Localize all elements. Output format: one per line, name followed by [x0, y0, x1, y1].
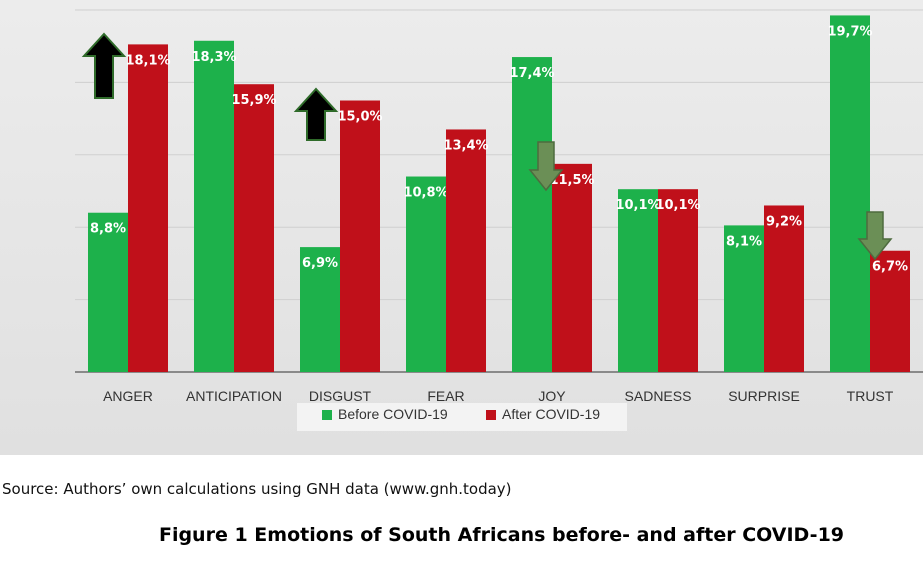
data-label: 11,5%	[549, 173, 594, 188]
data-label: 18,3%	[191, 50, 236, 65]
bar-surprise-before	[724, 225, 764, 372]
x-tick-label: SADNESS	[625, 388, 692, 404]
data-label: 18,1%	[125, 53, 170, 68]
bar-joy-before	[512, 57, 552, 373]
x-tick-label: SURPRISE	[728, 388, 800, 404]
x-tick-label: ANTICIPATION	[186, 388, 282, 404]
x-tick-label: ANGER	[103, 388, 153, 404]
bar-anticipation-after	[234, 84, 274, 373]
down-arrow-icon	[528, 141, 564, 192]
bar-sadness-after	[658, 189, 698, 372]
up-arrow-icon	[293, 87, 339, 141]
data-label: 8,8%	[90, 222, 126, 237]
data-label: 19,7%	[827, 24, 872, 39]
x-tick-label: DISGUST	[309, 388, 372, 404]
data-label: 9,2%	[766, 214, 802, 229]
bar-surprise-after	[764, 205, 804, 372]
data-label: 8,1%	[726, 234, 762, 249]
chart-panel: 8,8% 18,1% ANGER 18,3% 15,9% ANTICIPATION 6,9%…	[0, 0, 923, 455]
bar-disgust-before	[300, 247, 340, 372]
legend-swatch	[486, 410, 496, 420]
source-note: Source: Authors’ own calculations using …	[2, 480, 512, 498]
data-label: 17,4%	[509, 66, 554, 81]
down-arrow-icon	[857, 211, 893, 261]
bar-joy-after	[552, 163, 592, 372]
bar-fear-before	[406, 176, 446, 372]
legend-label: Before COVID-19	[338, 406, 448, 422]
x-tick-label: JOY	[538, 388, 566, 404]
data-label: 10,1%	[615, 198, 660, 213]
figure-caption: Figure 1 Emotions of South Africans befo…	[158, 524, 845, 546]
data-label: 6,7%	[872, 260, 908, 275]
legend-box	[297, 403, 627, 431]
bar-anticipation-before	[194, 40, 234, 373]
x-tick-label: FEAR	[427, 388, 464, 404]
bar-anger-before	[88, 212, 128, 372]
bar-anger-after	[128, 44, 168, 372]
bar-trust-after	[870, 250, 910, 372]
bar-trust-before	[830, 15, 870, 373]
bar-disgust-after	[340, 100, 380, 372]
legend-label: After COVID-19	[502, 406, 600, 422]
data-label: 6,9%	[302, 256, 338, 271]
data-label: 10,8%	[403, 186, 448, 201]
bar-sadness-before	[618, 189, 658, 372]
bar-fear-after	[446, 129, 486, 372]
data-label: 15,0%	[337, 110, 382, 125]
legend-swatch	[322, 410, 332, 420]
data-label: 10,1%	[655, 198, 700, 213]
data-label: 13,4%	[443, 138, 488, 153]
x-tick-label: TRUST	[847, 388, 894, 404]
data-label: 15,9%	[231, 93, 276, 108]
bar-chart: 8,8% 18,1% ANGER 18,3% 15,9% ANTICIPATION 6,9%…	[75, 9, 923, 431]
up-arrow-icon	[81, 32, 127, 99]
